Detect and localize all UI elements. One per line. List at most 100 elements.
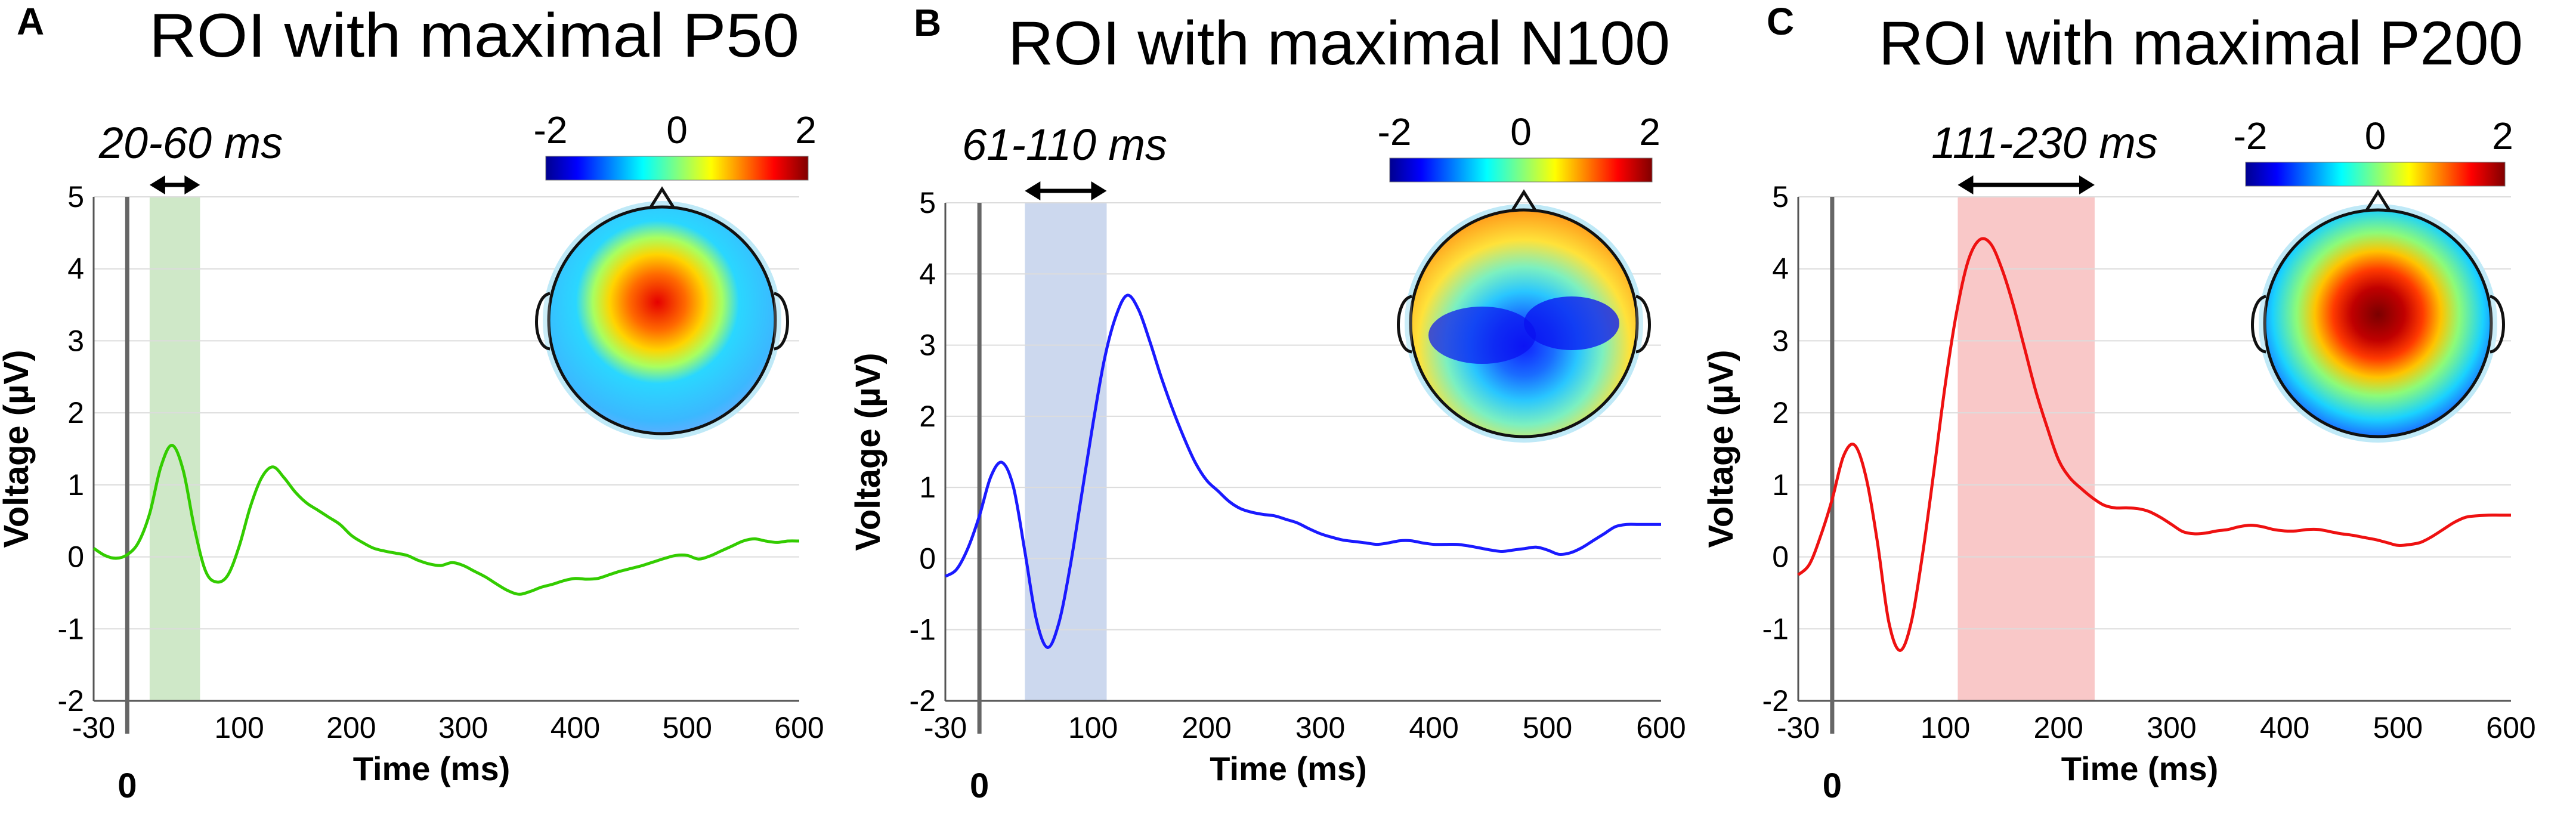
y-tick-label: 1 bbox=[919, 471, 936, 504]
y-tick-label: 4 bbox=[919, 257, 936, 290]
x-tick-label: 100 bbox=[1921, 711, 1970, 744]
window-label: 111-230 ms bbox=[1931, 118, 2158, 168]
panel-letter: B bbox=[914, 1, 941, 44]
y-tick-label: 4 bbox=[1772, 252, 1789, 286]
erp-waveform bbox=[92, 444, 800, 596]
x-tick-label: 200 bbox=[2034, 711, 2083, 744]
x-axis-label: Time (ms) bbox=[353, 750, 510, 787]
colorbar-max-label: 2 bbox=[795, 109, 817, 152]
chart-title: ROI with maximal P50 bbox=[149, 1, 799, 70]
x-tick-label: 600 bbox=[1636, 711, 1686, 744]
nose bbox=[648, 186, 676, 209]
y-tick-label: 4 bbox=[67, 252, 84, 286]
topomap-scalp bbox=[2265, 210, 2491, 437]
y-tick-label: 3 bbox=[1772, 324, 1789, 357]
y-axis-label: Voltage (µV) bbox=[0, 350, 36, 548]
nose bbox=[2364, 189, 2392, 212]
colorbar-min-label: -2 bbox=[1378, 110, 1412, 153]
topomap-central-negative bbox=[1397, 189, 1651, 443]
y-tick-label: -2 bbox=[1762, 684, 1789, 718]
x-axis-label: Time (ms) bbox=[1210, 750, 1366, 787]
panel-letter: A bbox=[17, 0, 44, 43]
topomap-negative-blob bbox=[1524, 296, 1619, 350]
x-tick-label: 400 bbox=[1409, 711, 1458, 744]
window-arrow-head-left bbox=[1957, 175, 1974, 194]
topomap-negative-blob bbox=[1428, 307, 1536, 364]
panel-letter: C bbox=[1767, 0, 1794, 43]
topomap-frontocentral-positive bbox=[535, 186, 789, 440]
window-label: 61-110 ms bbox=[962, 120, 1167, 169]
window-label: 20-60 ms bbox=[98, 118, 283, 168]
stimulus-onset-label: 0 bbox=[1823, 766, 1842, 805]
ear-left bbox=[2251, 295, 2266, 354]
y-tick-label: 5 bbox=[67, 180, 84, 214]
x-tick-label: 300 bbox=[2147, 711, 2196, 744]
analysis-window bbox=[1025, 203, 1107, 701]
y-tick-label: -2 bbox=[58, 684, 84, 718]
x-tick-label: 200 bbox=[326, 711, 376, 744]
erp-waveform bbox=[944, 293, 1661, 649]
y-tick-label: 2 bbox=[1772, 396, 1789, 429]
colorbar-mid-label: 0 bbox=[1510, 110, 1532, 153]
colorbar-min-label: -2 bbox=[534, 109, 568, 152]
y-tick-label: 1 bbox=[67, 468, 84, 502]
x-tick-label: 100 bbox=[1068, 711, 1118, 744]
x-tick-label: 300 bbox=[438, 711, 488, 744]
y-tick-label: 5 bbox=[919, 186, 936, 220]
stimulus-onset-label: 0 bbox=[970, 766, 989, 805]
window-arrow-head-right bbox=[2079, 175, 2095, 194]
window-arrow-head-right bbox=[184, 175, 200, 194]
ear-right bbox=[2490, 295, 2505, 354]
x-tick-label: 400 bbox=[2260, 711, 2309, 744]
analysis-window bbox=[1957, 197, 2095, 701]
x-tick-label: 600 bbox=[2486, 711, 2535, 744]
window-arrow-head-left bbox=[149, 175, 165, 194]
y-tick-label: 3 bbox=[919, 329, 936, 362]
colorbar-mid-label: 0 bbox=[666, 109, 688, 152]
y-tick-label: -2 bbox=[910, 684, 936, 718]
y-tick-label: 0 bbox=[919, 542, 936, 575]
colorbar-max-label: 2 bbox=[1639, 110, 1660, 153]
y-axis-label: Voltage (µV) bbox=[1702, 350, 1740, 548]
x-tick-label: 600 bbox=[774, 711, 824, 744]
erp-waveform bbox=[1797, 237, 2512, 652]
chart-title: ROI with maximal P200 bbox=[1879, 9, 2523, 78]
y-tick-label: 2 bbox=[919, 400, 936, 433]
x-tick-label: 100 bbox=[214, 711, 264, 744]
y-tick-label: 2 bbox=[67, 396, 84, 429]
colorbar-min-label: -2 bbox=[2234, 115, 2268, 157]
ear-left bbox=[1397, 295, 1412, 354]
x-tick-label: 400 bbox=[551, 711, 600, 744]
x-axis-label: Time (ms) bbox=[2061, 750, 2218, 787]
y-tick-label: 5 bbox=[1772, 180, 1789, 214]
x-tick-label: -30 bbox=[924, 711, 967, 744]
y-tick-label: 3 bbox=[67, 324, 84, 357]
y-tick-label: 0 bbox=[1772, 540, 1789, 574]
head-outline bbox=[2263, 208, 2493, 438]
colorbar bbox=[545, 156, 809, 181]
ear-right bbox=[774, 292, 789, 351]
y-tick-label: 1 bbox=[1772, 468, 1789, 502]
x-tick-label: -30 bbox=[1777, 711, 1820, 744]
y-tick-label: -1 bbox=[1762, 612, 1789, 645]
colorbar bbox=[2245, 162, 2506, 187]
head-outline bbox=[1409, 208, 1639, 438]
x-tick-label: 200 bbox=[1182, 711, 1231, 744]
colorbar-max-label: 2 bbox=[2492, 115, 2513, 157]
colorbar-mid-label: 0 bbox=[2365, 115, 2386, 157]
ear-right bbox=[1635, 295, 1651, 354]
chart-title: ROI with maximal N100 bbox=[1008, 9, 1670, 78]
topomap-central-positive bbox=[2251, 189, 2505, 443]
nose bbox=[1510, 189, 1538, 212]
stimulus-onset-label: 0 bbox=[117, 766, 137, 805]
x-tick-label: 500 bbox=[2373, 711, 2423, 744]
y-tick-label: -1 bbox=[58, 612, 84, 645]
topomap-scalp bbox=[549, 207, 775, 434]
window-arrow-head-right bbox=[1091, 181, 1107, 200]
x-tick-label: 500 bbox=[663, 711, 712, 744]
y-tick-label: -1 bbox=[910, 613, 936, 647]
x-tick-label: 300 bbox=[1295, 711, 1345, 744]
